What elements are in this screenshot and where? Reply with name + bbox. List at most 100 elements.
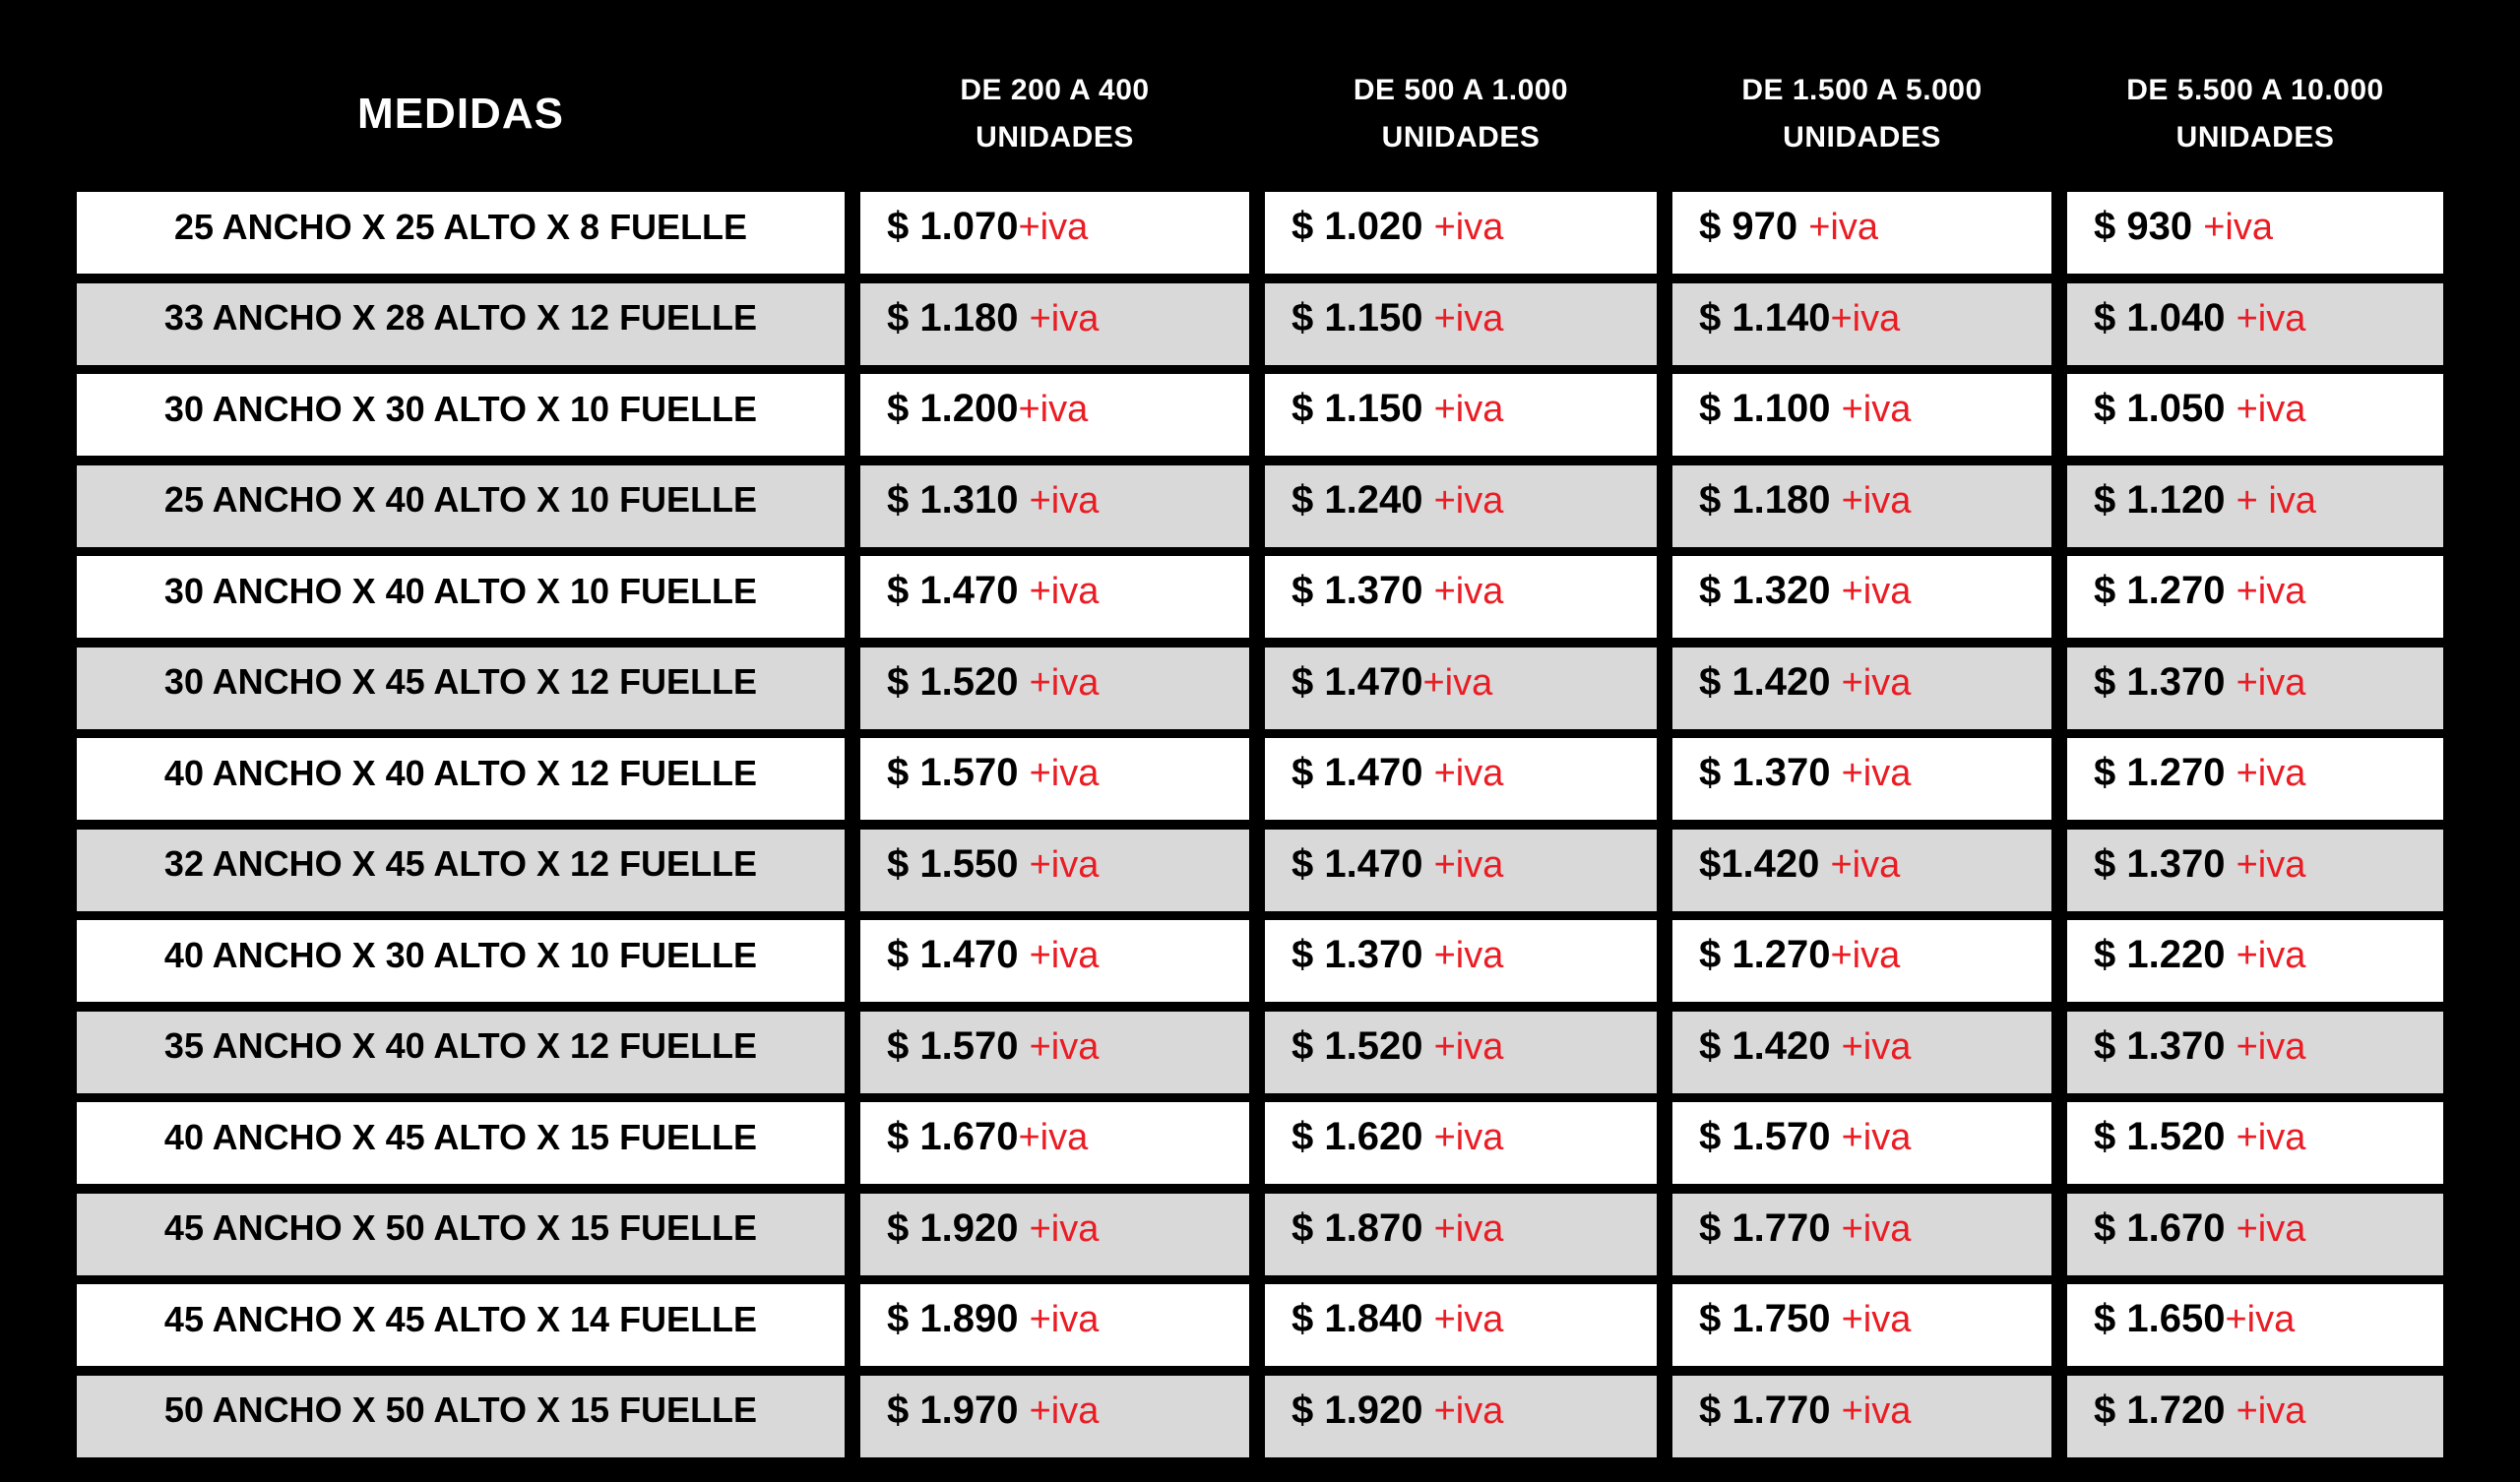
- price-amount: $ 1.840: [1292, 1297, 1434, 1340]
- price-amount: $ 1.970: [887, 1388, 1030, 1432]
- price-cell: $ 1.970 +iva: [860, 1375, 1249, 1457]
- price-text: $ 1.370 +iva: [2094, 660, 2305, 705]
- price-text: $ 1.570 +iva: [887, 1024, 1099, 1069]
- price-amount: $ 1.570: [887, 751, 1030, 794]
- price-cell: $ 1.370 +iva: [1265, 920, 1657, 1002]
- medida-cell: 30 ANCHO X 30 ALTO X 10 FUELLE: [77, 374, 845, 456]
- iva-label: +iva: [1841, 1389, 1912, 1432]
- price-cell: $ 1.370 +iva: [2067, 1011, 2443, 1093]
- iva-label: +iva: [2236, 1207, 2306, 1250]
- price-amount: $ 1.220: [2094, 933, 2236, 976]
- price-cell: $ 1.920 +iva: [1265, 1375, 1657, 1457]
- price-amount: $ 1.520: [887, 659, 1030, 704]
- iva-label: +iva: [1433, 935, 1504, 976]
- medidas-header-cell: MEDIDAS: [77, 90, 845, 138]
- price-text: $ 1.150 +iva: [1292, 296, 1503, 340]
- price-text: $ 1.970 +iva: [887, 1389, 1099, 1433]
- price-cell: $ 1.240 +iva: [1265, 464, 1657, 547]
- price-cell: $ 1.370 +iva: [1672, 738, 2051, 820]
- price-text: $ 1.720 +iva: [2094, 1389, 2305, 1433]
- price-text: $ 1.470 +iva: [1292, 751, 1503, 795]
- price-amount: $ 1.670: [887, 1115, 1019, 1158]
- price-cell: $ 1.520 +iva: [1265, 1011, 1657, 1093]
- iva-label: +iva: [1018, 207, 1089, 248]
- medida-cell: 30 ANCHO X 45 ALTO X 12 FUELLE: [77, 647, 845, 729]
- price-cell: $ 1.420 +iva: [1672, 647, 2051, 729]
- price-amount: $ 1.870: [1292, 1205, 1434, 1250]
- price-text: $ 1.620 +iva: [1292, 1115, 1503, 1159]
- price-amount: $ 1.140: [1699, 295, 1831, 340]
- iva-label: +iva: [1433, 753, 1504, 794]
- iva-label: +iva: [1433, 1389, 1504, 1432]
- price-amount: $ 1.520: [2094, 1115, 2236, 1158]
- price-amount: $ 1.720: [2094, 1388, 2236, 1432]
- iva-label: +iva: [1841, 479, 1912, 522]
- price-cell: $ 1.570 +iva: [1672, 1102, 2051, 1184]
- price-amount: $ 930: [2094, 205, 2204, 248]
- iva-label: +iva: [1433, 1207, 1504, 1250]
- price-cell: $ 1.270 +iva: [2067, 556, 2443, 638]
- iva-label: +iva: [1029, 661, 1100, 704]
- price-text: $ 1.310 +iva: [887, 478, 1099, 523]
- price-cell: $ 1.220 +iva: [2067, 920, 2443, 1002]
- price-cell: $ 1.520 +iva: [2067, 1102, 2443, 1184]
- price-cell: $ 1.180 +iva: [1672, 464, 2051, 547]
- price-text: $ 1.520 +iva: [2094, 1115, 2305, 1159]
- price-cell: $ 1.570 +iva: [860, 1011, 1249, 1093]
- medida-cell: 32 ANCHO X 45 ALTO X 12 FUELLE: [77, 829, 845, 911]
- price-cell: $ 1.370 +iva: [1265, 556, 1657, 638]
- medida-cell: 45 ANCHO X 50 ALTO X 15 FUELLE: [77, 1193, 845, 1275]
- price-text: $ 1.920 +iva: [1292, 1389, 1503, 1433]
- qty-range-label: DE 5.500 A 10.000: [2126, 73, 2384, 106]
- price-amount: $ 1.470: [1292, 659, 1423, 704]
- price-amount: $ 1.270: [2094, 751, 2236, 794]
- qty-units-label: UNIDADES: [976, 120, 1134, 154]
- price-cell: $ 1.270 +iva: [2067, 738, 2443, 820]
- price-cell: $ 1.520 +iva: [860, 647, 1249, 729]
- iva-label: +iva: [1029, 753, 1100, 794]
- iva-label: +iva: [1433, 571, 1504, 612]
- price-amount: $ 1.470: [887, 569, 1030, 612]
- table-header-row: MEDIDAS DE 200 A 400 UNIDADES DE 500 A 1…: [77, 0, 2443, 192]
- price-text: $ 1.180 +iva: [1699, 478, 1911, 523]
- price-text: $ 1.870 +iva: [1292, 1206, 1503, 1251]
- qty-header-cell-4: DE 5.500 A 10.000 UNIDADES: [2067, 67, 2443, 161]
- iva-label: +iva: [2236, 1117, 2306, 1158]
- iva-label: +iva: [2236, 389, 2306, 430]
- price-text: $ 1.370 +iva: [1292, 933, 1503, 977]
- price-cell: $1.420 +iva: [1672, 829, 2051, 911]
- iva-label: +iva: [1422, 661, 1493, 704]
- iva-label: +iva: [1841, 1299, 1912, 1340]
- price-text: $ 1.840 +iva: [1292, 1297, 1503, 1341]
- price-amount: $ 1.620: [1292, 1115, 1434, 1158]
- price-text: $ 1.270 +iva: [2094, 751, 2305, 795]
- qty-units-label: UNIDADES: [1381, 120, 1541, 154]
- price-cell: $ 1.920 +iva: [860, 1193, 1249, 1275]
- price-cell: $ 1.270+iva: [1672, 920, 2051, 1002]
- price-cell: $ 970 +iva: [1672, 192, 2051, 274]
- price-text: $ 1.920 +iva: [887, 1206, 1099, 1251]
- iva-label: +iva: [1029, 1025, 1100, 1068]
- price-text: $ 1.770 +iva: [1699, 1206, 1911, 1251]
- iva-label: +iva: [1029, 1389, 1100, 1432]
- price-text: $ 1.750 +iva: [1699, 1297, 1911, 1341]
- price-text: $ 1.050 +iva: [2094, 387, 2305, 431]
- price-amount: $ 1.370: [2094, 841, 2236, 886]
- price-amount: $ 1.670: [2094, 1205, 2236, 1250]
- price-text: $ 1.270+iva: [1699, 933, 1900, 977]
- price-cell: $ 1.070+iva: [860, 192, 1249, 274]
- price-amount: $ 1.240: [1292, 477, 1434, 522]
- price-cell: $ 930 +iva: [2067, 192, 2443, 274]
- medida-cell: 35 ANCHO X 40 ALTO X 12 FUELLE: [77, 1011, 845, 1093]
- price-cell: $ 1.100 +iva: [1672, 374, 2051, 456]
- price-text: $ 1.650+iva: [2094, 1297, 2295, 1341]
- iva-label: +iva: [1029, 1299, 1100, 1340]
- price-cell: $ 1.670 +iva: [2067, 1193, 2443, 1275]
- price-amount: $ 1.470: [887, 933, 1030, 976]
- price-amount: $ 1.650: [2094, 1297, 2226, 1340]
- price-amount: $ 1.570: [1699, 1115, 1842, 1158]
- iva-label: +iva: [1433, 389, 1504, 430]
- iva-label: +iva: [1018, 1117, 1089, 1158]
- price-cell: $ 1.040 +iva: [2067, 282, 2443, 365]
- iva-label: +iva: [2236, 1025, 2306, 1068]
